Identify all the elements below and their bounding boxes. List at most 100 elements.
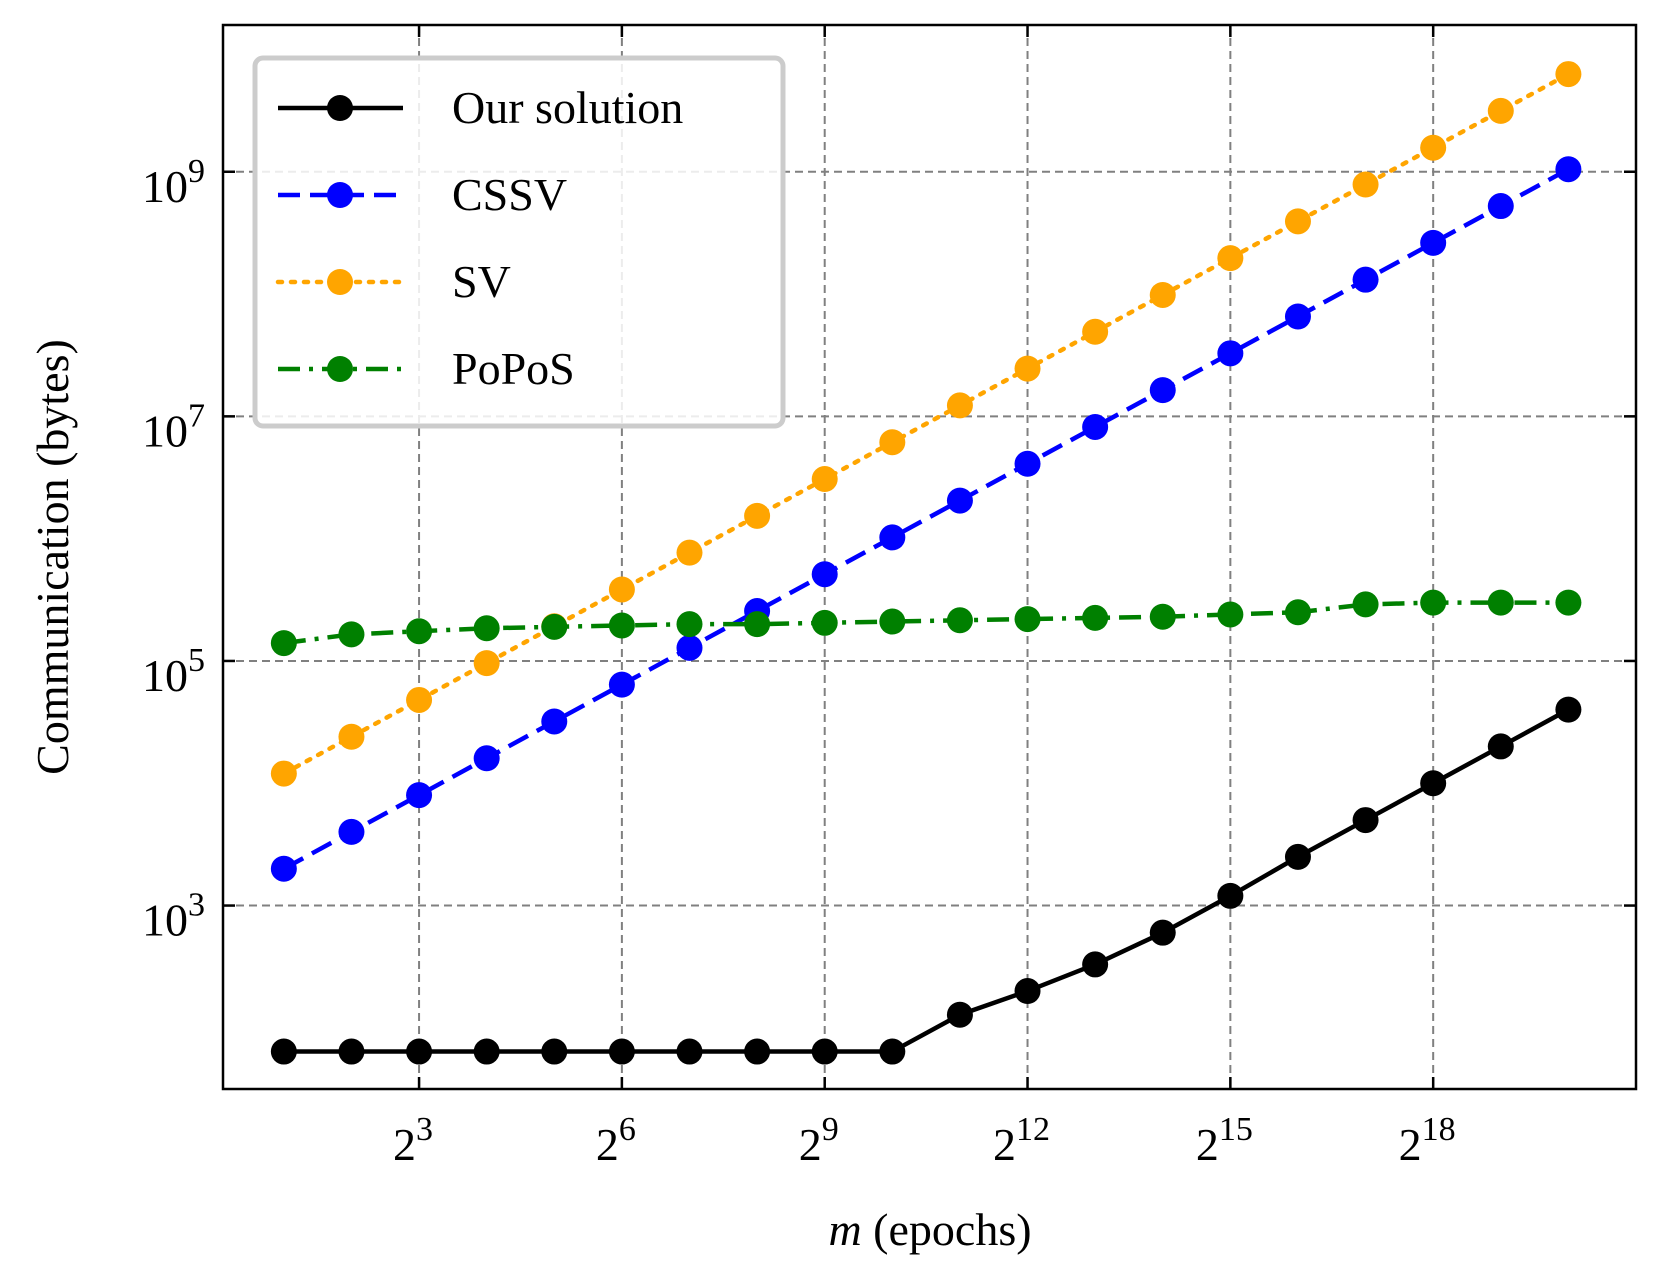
data-point-our-solution bbox=[541, 1038, 568, 1065]
data-point-sv bbox=[1149, 281, 1176, 308]
x-tick-label-base: 2 bbox=[1399, 1119, 1422, 1170]
data-point-popos bbox=[1420, 589, 1447, 616]
y-tick-label: 105 bbox=[142, 642, 205, 701]
data-point-popos bbox=[541, 613, 568, 640]
data-point-our-solution bbox=[811, 1038, 838, 1065]
data-point-sv bbox=[1082, 318, 1109, 345]
x-tick-label-base: 2 bbox=[393, 1119, 416, 1170]
y-tick-label-exponent: 5 bbox=[188, 642, 205, 679]
legend-entry-our-solution: Our solution bbox=[278, 82, 683, 133]
data-point-cssv bbox=[1217, 340, 1244, 367]
data-point-sv bbox=[1420, 134, 1447, 161]
data-point-cssv bbox=[1284, 303, 1311, 330]
x-tick-label-exponent: 15 bbox=[1219, 1111, 1253, 1148]
data-point-popos bbox=[879, 608, 906, 635]
data-point-sv bbox=[270, 760, 297, 787]
y-tick-label-base: 10 bbox=[142, 405, 188, 456]
y-tick-label-exponent: 3 bbox=[188, 887, 205, 924]
x-tick-label: 29 bbox=[799, 1111, 839, 1170]
x-tick-label-exponent: 18 bbox=[1422, 1111, 1456, 1148]
legend-entry-cssv: CSSV bbox=[278, 169, 567, 220]
data-point-popos bbox=[1149, 603, 1176, 630]
data-point-popos bbox=[270, 630, 297, 657]
data-point-sv bbox=[1487, 97, 1514, 124]
data-point-our-solution bbox=[1352, 807, 1379, 834]
x-tick-label-base: 2 bbox=[1196, 1119, 1219, 1170]
legend-marker bbox=[327, 356, 353, 382]
legend-label: PoPoS bbox=[452, 343, 575, 394]
data-point-our-solution bbox=[946, 1001, 973, 1028]
data-point-our-solution bbox=[1555, 696, 1582, 723]
data-point-sv bbox=[1014, 355, 1041, 382]
legend-marker bbox=[327, 95, 353, 121]
legend: Our solution CSSV SV PoPoS bbox=[252, 55, 786, 429]
x-tick-label: 26 bbox=[596, 1111, 636, 1170]
legend-marker bbox=[327, 182, 353, 208]
data-point-cssv bbox=[608, 671, 635, 698]
data-point-cssv bbox=[1555, 156, 1582, 183]
data-point-sv bbox=[1217, 245, 1244, 272]
data-point-our-solution bbox=[676, 1038, 703, 1065]
y-axis-title: Communication (bytes) bbox=[27, 339, 78, 775]
data-point-cssv bbox=[879, 524, 906, 551]
data-point-cssv bbox=[946, 487, 973, 514]
x-tick-label-exponent: 6 bbox=[619, 1111, 636, 1148]
data-point-popos bbox=[1352, 591, 1379, 618]
data-point-sv bbox=[338, 723, 365, 750]
x-tick-label-base: 2 bbox=[799, 1119, 822, 1170]
legend-box bbox=[252, 55, 786, 429]
data-point-cssv bbox=[270, 855, 297, 882]
x-tick-label-exponent: 9 bbox=[822, 1111, 839, 1148]
y-tick-label-base: 10 bbox=[142, 161, 188, 212]
series-layer bbox=[270, 61, 1582, 1065]
x-tick-label-exponent: 3 bbox=[416, 1111, 433, 1148]
data-point-our-solution bbox=[1149, 919, 1176, 946]
y-tick-label-exponent: 9 bbox=[188, 153, 205, 190]
data-point-popos bbox=[338, 621, 365, 648]
data-point-cssv bbox=[406, 782, 433, 809]
y-tick-label-base: 10 bbox=[142, 650, 188, 701]
data-point-popos bbox=[1555, 589, 1582, 616]
y-tick-label: 103 bbox=[142, 887, 205, 946]
data-point-cssv bbox=[338, 818, 365, 845]
data-point-sv bbox=[676, 539, 703, 566]
y-tick-label: 107 bbox=[142, 397, 205, 456]
data-point-cssv bbox=[1420, 229, 1447, 256]
data-point-sv bbox=[744, 502, 771, 529]
y-tick-label: 109 bbox=[142, 153, 205, 212]
data-point-sv bbox=[1555, 61, 1582, 88]
ticks bbox=[223, 25, 1636, 1089]
plot-frame bbox=[221, 23, 1638, 1091]
grid bbox=[223, 25, 1636, 1089]
data-point-sv bbox=[946, 392, 973, 419]
x-axis-label: (epochs) bbox=[862, 1204, 1032, 1255]
data-point-sv bbox=[811, 466, 838, 493]
legend-entry-sv: SV bbox=[275, 256, 511, 307]
x-tick-label-exponent: 12 bbox=[1016, 1111, 1050, 1148]
legend-label: CSSV bbox=[452, 169, 567, 220]
data-point-popos bbox=[676, 611, 703, 638]
x-tick-label: 23 bbox=[393, 1111, 433, 1170]
data-point-sv bbox=[1284, 208, 1311, 235]
data-point-our-solution bbox=[1487, 733, 1514, 760]
data-point-our-solution bbox=[608, 1038, 635, 1065]
legend-label: Our solution bbox=[452, 82, 683, 133]
data-point-cssv bbox=[1487, 193, 1514, 220]
data-point-sv bbox=[473, 650, 500, 677]
data-point-cssv bbox=[1149, 377, 1176, 404]
data-point-sv bbox=[608, 576, 635, 603]
data-point-cssv bbox=[676, 634, 703, 661]
data-point-our-solution bbox=[270, 1038, 297, 1065]
data-point-popos bbox=[1014, 606, 1041, 633]
data-point-popos bbox=[1082, 604, 1109, 631]
x-axis-title: m (epochs) bbox=[828, 1204, 1031, 1255]
legend-label: SV bbox=[452, 256, 511, 307]
data-point-sv bbox=[406, 686, 433, 713]
x-tick-label: 215 bbox=[1196, 1111, 1253, 1170]
x-tick-label-base: 2 bbox=[993, 1119, 1016, 1170]
y-tick-label-base: 10 bbox=[142, 895, 188, 946]
data-point-popos bbox=[608, 612, 635, 639]
legend-marker bbox=[327, 269, 353, 295]
data-point-our-solution bbox=[1420, 770, 1447, 797]
